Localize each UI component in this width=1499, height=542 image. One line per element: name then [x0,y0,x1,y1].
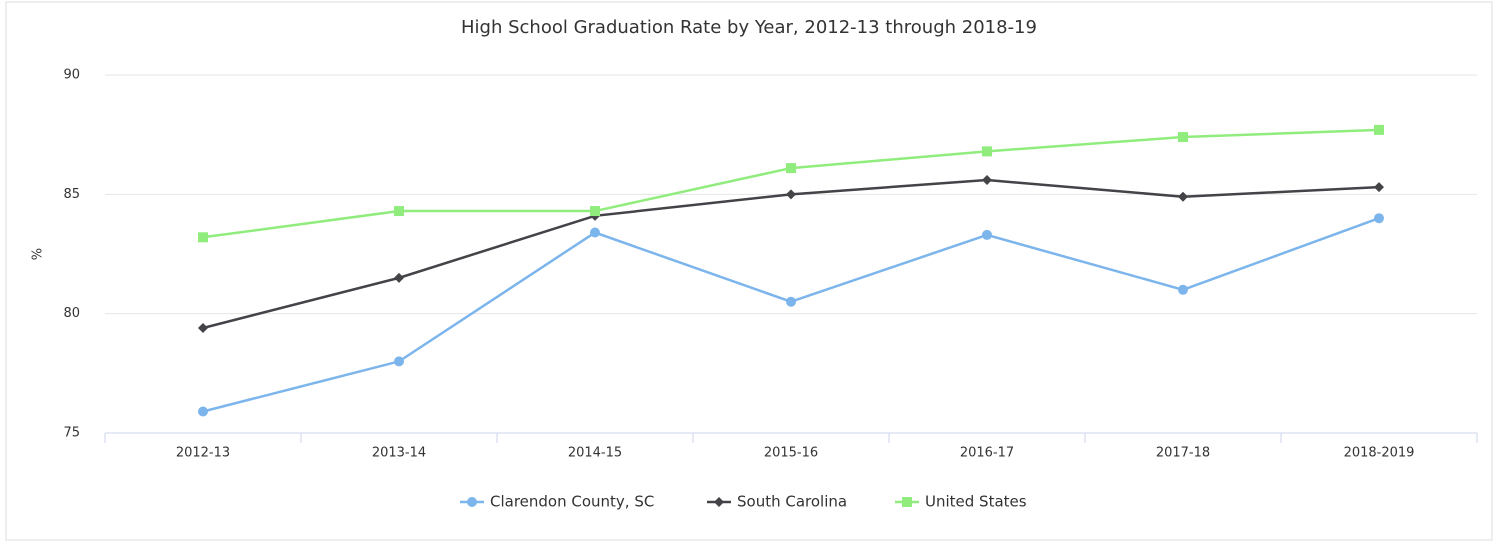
point [1178,284,1188,295]
point [786,296,796,307]
legend-label: South Carolina [737,493,847,511]
y-tick-label: 80 [63,306,80,321]
x-tick-label: 2016-17 [960,446,1014,461]
point [467,497,477,507]
y-tick-label: 75 [63,426,80,441]
point [902,497,912,507]
point [590,227,600,238]
y-axis-label: % [31,248,46,260]
chart-frame [5,1,1493,541]
point [982,175,992,186]
point [394,206,404,217]
point [394,356,404,367]
point [1374,124,1384,135]
point [786,163,796,174]
y-tick-label: 90 [63,68,80,83]
legend-label: United States [925,493,1027,511]
point [198,406,208,417]
point [714,497,724,507]
x-tick-label: 2017-18 [1156,446,1210,461]
x-tick-label: 2014-15 [568,446,622,461]
chart-title: High School Graduation Rate by Year, 201… [461,17,1037,38]
point [1374,213,1384,224]
x-tick-label: 2015-16 [764,446,818,461]
point [1178,132,1188,143]
point [394,272,404,283]
x-tick-label: 2018-2019 [1344,446,1415,461]
y-tick-label: 85 [63,187,80,202]
point [982,229,992,240]
point [1374,182,1384,193]
legend-label: Clarendon County, SC [490,493,654,511]
x-tick-label: 2012-13 [176,446,230,461]
point [198,322,208,333]
point [590,206,600,217]
x-tick-label: 2013-14 [372,446,426,461]
point [198,232,208,243]
point [786,189,796,200]
point [982,146,992,157]
point [1178,191,1188,202]
